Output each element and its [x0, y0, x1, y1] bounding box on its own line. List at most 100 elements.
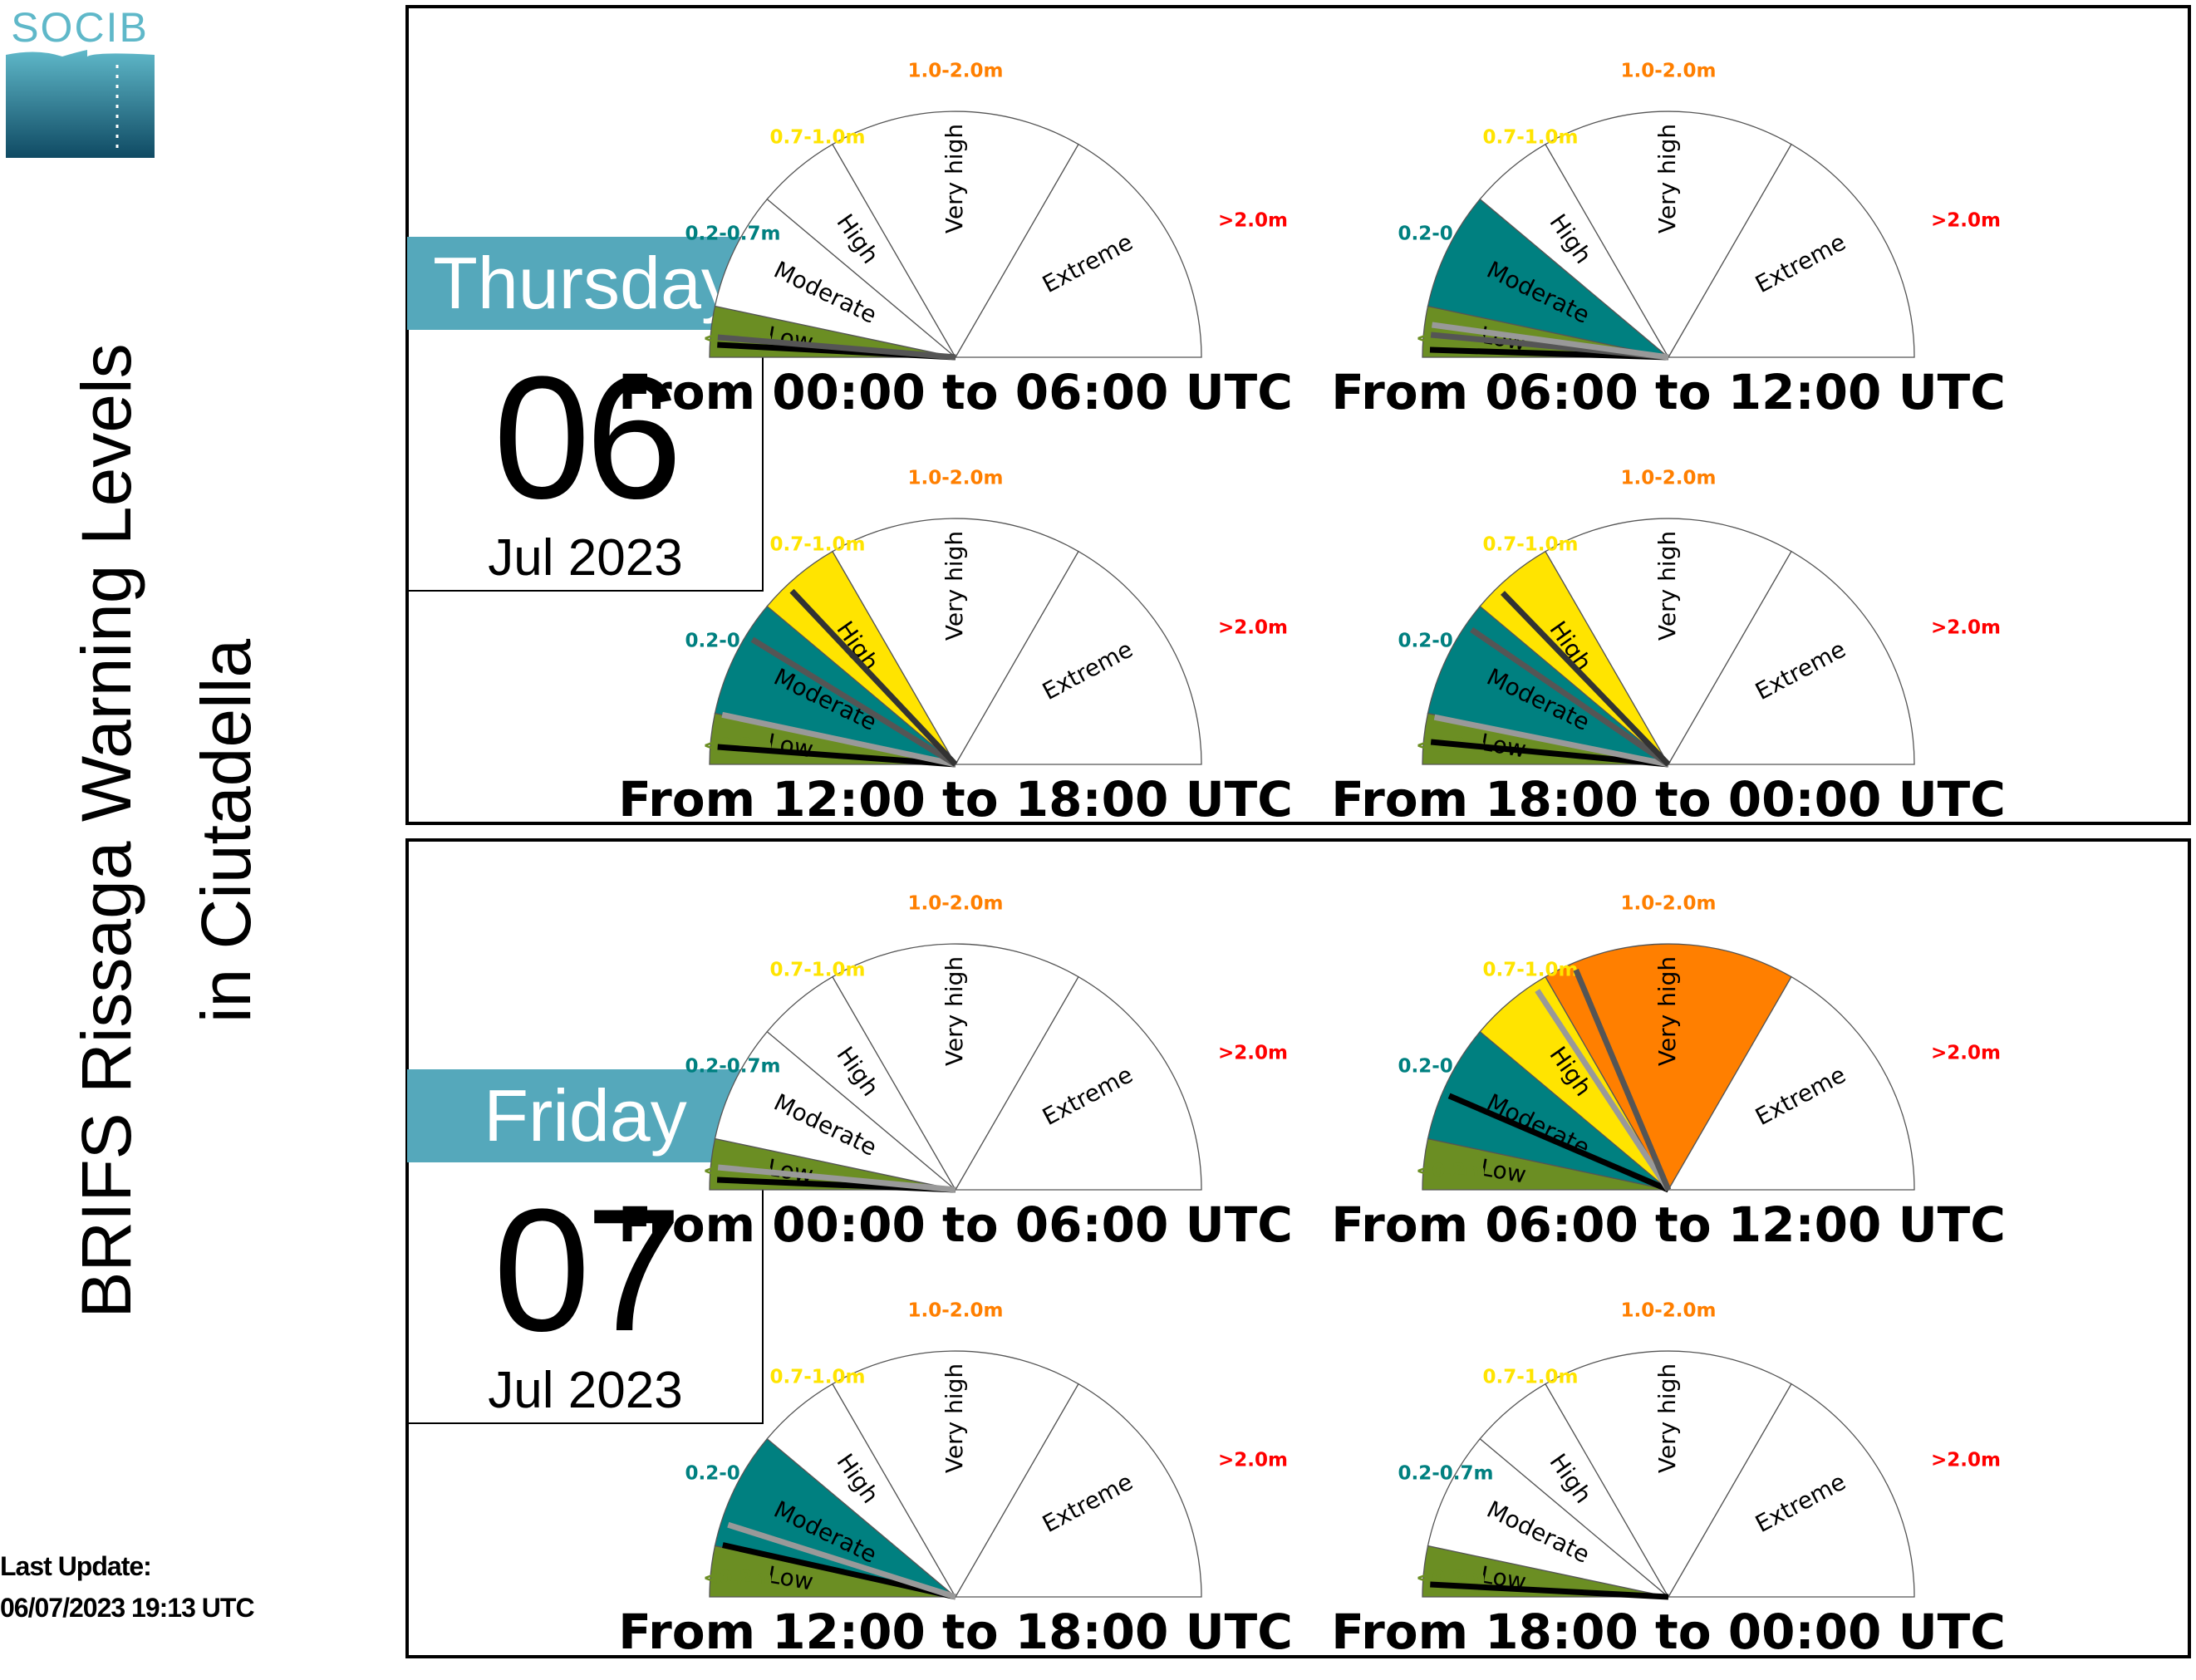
day-number: 06 — [493, 340, 683, 535]
gauge-sector-very-high — [832, 1350, 1079, 1599]
gauge-needle — [789, 588, 958, 767]
gauge-sector-extreme — [1667, 550, 1915, 765]
range-label: 0.2-0.7m — [685, 224, 781, 245]
period-label: From 00:00 to 06:00 UTC — [618, 364, 1293, 420]
range-label: <0.2m — [703, 1568, 773, 1589]
month-year: Jul 2023 — [488, 529, 683, 587]
period-label: From 00:00 to 06:00 UTC — [618, 1196, 1293, 1253]
gauge-sector-moderate — [714, 1030, 956, 1191]
range-label: 1.0-2.0m — [908, 1300, 1004, 1322]
gauge-needle — [717, 744, 956, 768]
last-update: Last Update: 06/07/2023 19:13 UTC — [0, 1545, 255, 1628]
gauge-needle — [1433, 714, 1669, 768]
gauge-sector-extreme — [954, 975, 1202, 1191]
period-label: From 12:00 to 18:00 UTC — [618, 771, 1293, 828]
gauge-sector-very-high — [1545, 111, 1792, 359]
gauge-sector-extreme — [1667, 1383, 1915, 1598]
weekday-label: Thursday — [407, 237, 764, 330]
range-label: 1.0-2.0m — [1621, 1300, 1717, 1322]
range-label: 0.7-1.0m — [1483, 127, 1579, 149]
gauge-sector-extreme — [1667, 143, 1915, 358]
gauge-sector-moderate — [1427, 198, 1669, 358]
range-label: 0.2-0.7m — [1398, 1463, 1494, 1485]
gauge-sector-very-high — [1545, 518, 1792, 766]
range-label: 0.7-1.0m — [770, 960, 866, 981]
gauge-sector-very-high — [832, 518, 1079, 766]
gauge-needle — [1430, 1581, 1669, 1600]
gauge-sector-extreme — [954, 143, 1202, 358]
gauge-sector-very-high — [832, 111, 1079, 359]
date-card: 07 Jul 2023 — [407, 1162, 764, 1424]
gauge-sector-very-high — [1545, 943, 1792, 1191]
month-year: Jul 2023 — [488, 1362, 683, 1419]
range-label: 1.0-2.0m — [908, 893, 1004, 915]
range-label: 0.7-1.0m — [770, 127, 866, 149]
level-label-very-high: Very high — [941, 531, 968, 641]
level-label-very-high: Very high — [1653, 531, 1681, 641]
gauge-needle — [727, 1521, 957, 1600]
title-line-1: BRIFS Rissaga Warning Levels — [67, 343, 145, 1319]
gauge-needle — [721, 711, 956, 768]
level-label-very-high: Very high — [941, 1363, 968, 1473]
date-box: Friday 07 Jul 2023 — [407, 1069, 764, 1424]
range-label: >2.0m — [1218, 1043, 1288, 1064]
period-label: From 06:00 to 12:00 UTC — [1331, 364, 2006, 420]
gauge-needle — [1432, 322, 1669, 361]
range-label: <0.2m — [1416, 1161, 1486, 1182]
gauge-sector-extreme — [954, 1383, 1202, 1598]
last-update-label: Last Update: — [0, 1551, 152, 1581]
day-number: 07 — [493, 1172, 683, 1368]
range-label: 0.2-0.7m — [1398, 1056, 1494, 1078]
level-label-very-high: Very high — [1653, 956, 1681, 1066]
gauge-needle — [1430, 739, 1669, 768]
range-label: 1.0-2.0m — [908, 61, 1004, 82]
range-label: >2.0m — [1218, 1450, 1288, 1471]
title-line-2: in Ciutadella — [187, 638, 265, 1024]
range-label: 0.7-1.0m — [1483, 960, 1579, 981]
range-label: >2.0m — [1931, 617, 2001, 639]
level-label-very-high: Very high — [941, 956, 968, 1066]
gauge-needle — [722, 1542, 956, 1600]
range-label: 1.0-2.0m — [1621, 893, 1717, 915]
gauge-needle — [717, 334, 956, 361]
range-label: >2.0m — [1931, 210, 2001, 232]
gauge-needle — [1447, 1093, 1670, 1193]
range-label: 0.2-0.7m — [1398, 224, 1494, 245]
period-label: From 06:00 to 12:00 UTC — [1331, 1196, 2006, 1253]
gauge-sector-moderate — [1427, 1437, 1669, 1598]
level-label-very-high: Very high — [1653, 124, 1681, 233]
gauge-needle — [750, 636, 957, 767]
level-label-very-high: Very high — [1653, 1363, 1681, 1473]
period-label: From 18:00 to 00:00 UTC — [1331, 771, 2006, 828]
range-label: >2.0m — [1931, 1450, 2001, 1471]
weekday-label: Friday — [407, 1069, 764, 1162]
period-label: From 18:00 to 00:00 UTC — [1331, 1604, 2006, 1660]
gauge-needle — [1535, 989, 1671, 1191]
range-label: 0.7-1.0m — [770, 1367, 866, 1388]
range-label: 1.0-2.0m — [1621, 468, 1717, 489]
range-label: 0.7-1.0m — [1483, 534, 1579, 556]
level-label-very-high: Very high — [941, 124, 968, 233]
gauge-sector-moderate — [1427, 1030, 1669, 1191]
gauge-sector-very-high — [1545, 1350, 1792, 1599]
gauge-sector-moderate — [714, 198, 956, 358]
range-label: >2.0m — [1931, 1043, 2001, 1064]
range-label: 0.2-0.7m — [685, 1056, 781, 1078]
socib-logo: SOCIB — [6, 7, 155, 158]
gauge-sector-extreme — [954, 550, 1202, 765]
logo-text: SOCIB — [11, 7, 149, 51]
range-label: >2.0m — [1218, 210, 1288, 232]
range-label: 1.0-2.0m — [1621, 61, 1717, 82]
range-label: >2.0m — [1218, 617, 1288, 639]
gauge-sector-extreme — [1667, 975, 1915, 1191]
gauge-needle — [1573, 968, 1672, 1191]
last-update-timestamp: 06/07/2023 19:13 UTC — [0, 1593, 255, 1623]
